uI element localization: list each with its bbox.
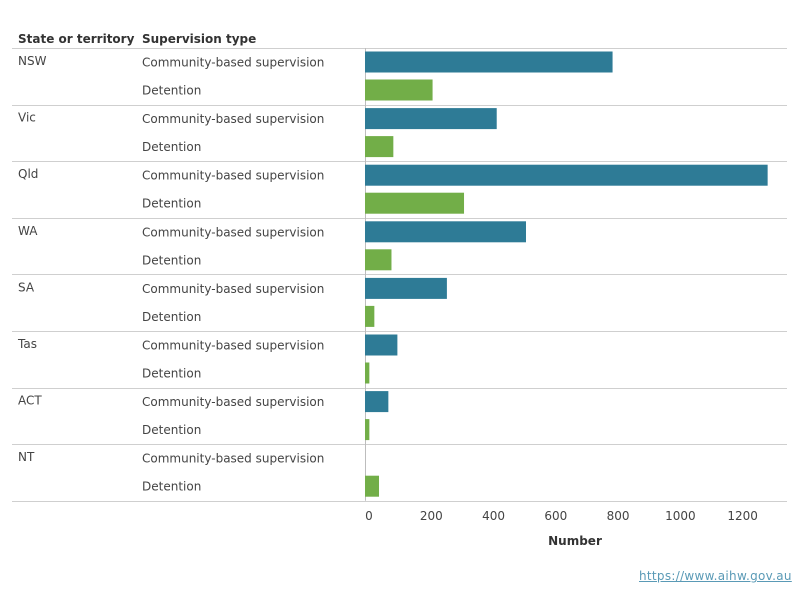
state-label: SA [18,280,35,294]
x-tick-label: 600 [544,509,567,523]
x-tick-label: 1200 [727,509,758,523]
supervision-type-label: Community-based supervision [142,169,324,183]
supervision-type-label: Detention [142,253,201,267]
state-label: Qld [18,167,38,181]
detention-bar [365,79,433,101]
community-supervision-bar [365,391,389,413]
supervision-type-label: Community-based supervision [142,452,324,466]
supervision-type-label: Detention [142,197,201,211]
state-label: ACT [18,394,42,408]
state-label: Tas [17,337,37,351]
community-supervision-bar [365,334,398,356]
community-supervision-bar [365,277,447,299]
state-label: Vic [18,111,36,125]
supervision-type-label: Community-based supervision [142,112,324,126]
state-label: WA [18,224,38,238]
community-supervision-bar [365,221,526,243]
supervision-type-label: Detention [142,140,201,154]
x-tick-label: 800 [607,509,630,523]
detention-bar [365,249,392,271]
supervision-type-column-header: Supervision type [142,32,257,46]
supervision-type-label: Community-based supervision [142,282,324,296]
supervision-type-label: Detention [142,423,201,437]
detention-bar [365,475,380,497]
community-supervision-bar [365,51,613,73]
detention-bar [365,192,465,214]
state-label: NSW [18,54,47,68]
detention-bar [365,305,375,327]
aihw-source-link[interactable]: https://www.aihw.gov.au [639,569,792,583]
detention-bar [365,419,370,441]
state-label: NT [18,450,35,464]
supervision-type-label: Community-based supervision [142,339,324,353]
detention-bar [365,362,370,384]
community-supervision-bar [365,164,768,186]
x-axis-title: Number [548,534,602,548]
supervision-type-label: Community-based supervision [142,56,324,70]
x-tick-label: 400 [482,509,505,523]
state-column-header: State or territory [18,32,135,46]
x-tick-label: 0 [365,509,373,523]
supervision-type-label: Detention [142,367,201,381]
detention-bar [365,136,394,158]
supervision-type-label: Detention [142,84,201,98]
supervision-type-label: Detention [142,310,201,324]
x-tick-label: 200 [420,509,443,523]
supervision-type-label: Community-based supervision [142,225,324,239]
x-tick-label: 1000 [665,509,696,523]
community-supervision-bar [365,108,497,130]
supervision-type-label: Community-based supervision [142,395,324,409]
supervision-type-label: Detention [142,480,201,494]
